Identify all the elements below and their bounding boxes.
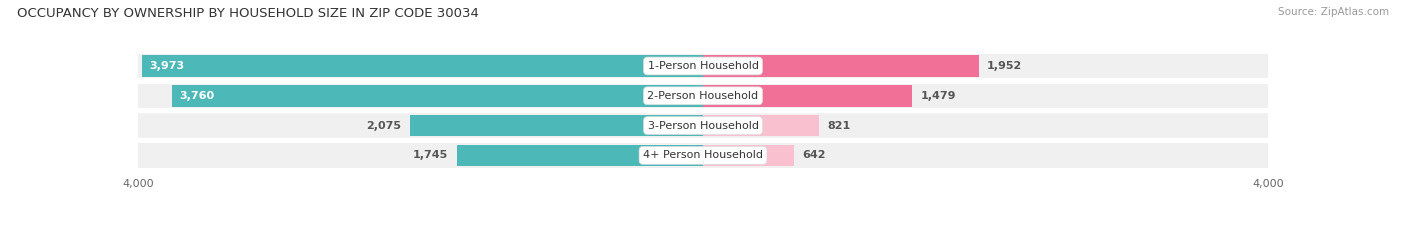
Text: OCCUPANCY BY OWNERSHIP BY HOUSEHOLD SIZE IN ZIP CODE 30034: OCCUPANCY BY OWNERSHIP BY HOUSEHOLD SIZE… <box>17 7 479 20</box>
Text: 2,075: 2,075 <box>367 120 402 130</box>
Text: 1,952: 1,952 <box>987 61 1022 71</box>
Bar <box>703 85 912 106</box>
Bar <box>703 55 979 77</box>
Text: 2-Person Household: 2-Person Household <box>647 91 759 101</box>
Bar <box>703 115 818 136</box>
Bar <box>703 85 912 106</box>
Text: 3,760: 3,760 <box>179 91 214 101</box>
Bar <box>138 113 1268 138</box>
Bar <box>703 145 793 166</box>
Text: 1,745: 1,745 <box>413 150 449 160</box>
Text: 821: 821 <box>827 120 851 130</box>
Text: 4+ Person Household: 4+ Person Household <box>643 150 763 160</box>
Text: Source: ZipAtlas.com: Source: ZipAtlas.com <box>1278 7 1389 17</box>
Text: 3-Person Household: 3-Person Household <box>648 120 758 130</box>
Bar <box>138 84 1268 108</box>
Bar <box>172 85 703 106</box>
Text: 3,973: 3,973 <box>149 61 184 71</box>
Bar <box>703 55 979 77</box>
Bar <box>138 54 1268 78</box>
Bar <box>411 115 703 136</box>
Text: 1,479: 1,479 <box>921 91 956 101</box>
Bar <box>138 143 1268 168</box>
Bar <box>142 55 703 77</box>
Bar <box>457 145 703 166</box>
Text: 642: 642 <box>803 150 825 160</box>
Text: 1-Person Household: 1-Person Household <box>648 61 758 71</box>
